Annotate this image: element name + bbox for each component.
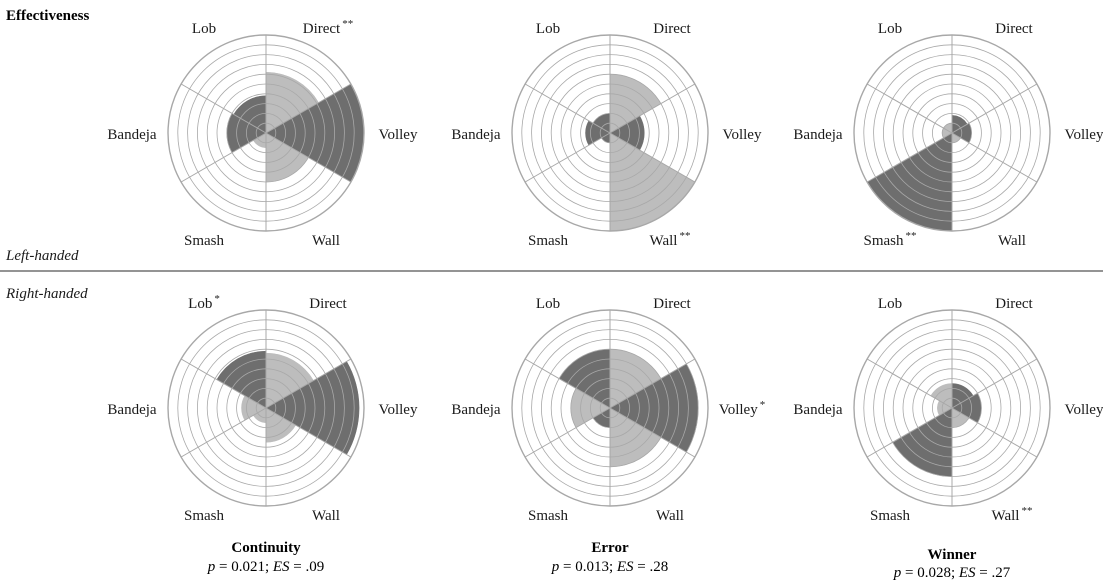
axis-label-direct: Direct [309,296,347,312]
axis-label-smash: Smash [184,508,225,524]
spoke-line [180,358,267,409]
axis-label-lob: Lob [878,21,902,37]
column-caption-continuity: Continuity p = 0.021; ES = .09 [207,540,325,575]
axis-label-direct: Direct [653,296,691,312]
axis-label-direct: Direct [995,21,1033,37]
spoke-line [265,407,352,458]
spoke-line [866,83,953,134]
wedge-volley [265,361,360,455]
spoke-line [866,358,953,409]
wedge-direct [265,352,314,409]
group-label-left: Left-handed [5,248,79,264]
polar-chart-right-handed-winner: Direct Volley Wall ** Smash Bandeja Lob [793,296,1103,524]
spoke-line [609,132,696,183]
axis-label-wall: Wall [312,508,340,524]
axis-label-lob: Lob [536,296,560,312]
axis-label-lob: Lob [536,21,560,37]
axis-label-smash: Smash [184,233,225,249]
axis-label-lob: Lob [878,296,902,312]
spoke-line [951,83,1038,134]
spoke-line [180,83,267,134]
axis-label-bandeja: Bandeja [107,402,156,418]
spoke-line [524,358,611,409]
spoke-line [524,83,611,134]
spoke-line [951,407,1038,458]
axis-label-bandeja: Bandeja [451,402,500,418]
spoke-line [609,83,696,134]
spoke-line [609,358,696,409]
caption-title-continuity: Continuity [231,540,301,556]
axis-label-bandeja: Bandeja [793,127,842,143]
axis-label-direct: Direct [995,296,1033,312]
spoke-line [265,358,352,409]
caption-stats-continuity: p = 0.021; ES = .09 [207,559,325,575]
polar-chart-left-handed-winner: Direct Volley Wall Smash ** Bandeja Lob [793,21,1103,249]
polar-chart-right-handed-continuity: Direct Volley Wall Smash Bandeja Lob * [107,293,418,524]
axis-label-volley: Volley * [719,399,765,418]
caption-title-error: Error [591,540,629,556]
axis-label-lob: Lob * [188,293,220,312]
axis-label-bandeja: Bandeja [107,127,156,143]
axis-label-volley: Volley [1065,402,1103,418]
figure-heading: Effectiveness [6,8,89,24]
caption-stats-winner: p = 0.028; ES = .27 [893,565,1011,581]
axis-label-volley: Volley [379,402,418,418]
spoke-line [180,132,267,183]
axis-label-smash: Smash [870,508,911,524]
axis-label-smash: Smash [528,233,569,249]
axis-label-bandeja: Bandeja [793,402,842,418]
spoke-line [951,358,1038,409]
spoke-line [524,132,611,183]
axis-label-smash: Smash ** [863,230,916,249]
axis-label-wall: Wall ** [992,505,1033,524]
axis-label-direct: Direct ** [303,18,353,37]
axis-label-wall: Wall [656,508,684,524]
axis-label-volley: Volley [1065,127,1103,143]
spoke-line [265,83,352,134]
axis-label-volley: Volley [723,127,762,143]
axis-label-lob: Lob [192,21,216,37]
wedge-lob [216,350,267,409]
axis-label-wall: Wall [312,233,340,249]
polar-chart-left-handed-error: Direct Volley Wall ** Smash Bandeja Lob [451,21,762,249]
spoke-line [951,132,1038,183]
group-label-right: Right-handed [5,286,88,302]
wedge-direct [265,71,319,134]
caption-stats-error: p = 0.013; ES = .28 [551,559,669,575]
axis-label-volley: Volley [379,127,418,143]
column-caption-winner: Winner p = 0.028; ES = .27 [893,547,1011,581]
spoke-line [866,407,953,458]
axis-label-smash: Smash [528,508,569,524]
spoke-line [524,407,611,458]
spoke-line [609,407,696,458]
axis-label-wall: Wall [998,233,1026,249]
axis-label-bandeja: Bandeja [451,127,500,143]
caption-title-winner: Winner [928,547,977,563]
axis-label-wall: Wall ** [650,230,691,249]
polar-chart-right-handed-error: Direct Volley * Wall Smash Bandeja Lob [451,296,765,524]
spoke-line [180,407,267,458]
charts-layer: Direct ** Volley Wall Smash Bandeja Lob Direct V… [107,18,1103,524]
spoke-line [265,132,352,183]
polar-chart-left-handed-continuity: Direct ** Volley Wall Smash Bandeja Lob [107,18,418,249]
axis-label-direct: Direct [653,21,691,37]
spoke-line [866,132,953,183]
column-caption-error: Error p = 0.013; ES = .28 [551,540,669,575]
